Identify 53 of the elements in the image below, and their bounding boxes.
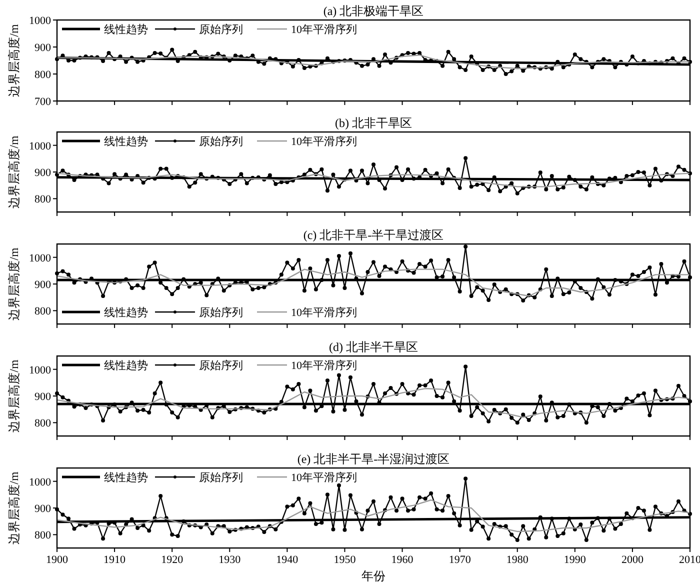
- x-axis-title: 年份: [362, 569, 386, 582]
- x-tick-label: 1900: [46, 554, 68, 566]
- legend-label: 线性趋势: [104, 135, 148, 148]
- legend-label: 原始序列: [199, 471, 243, 484]
- legend-label: 10年平滑序列: [291, 359, 357, 372]
- x-tick-label: 1940: [276, 554, 299, 566]
- x-tick-label: 2000: [621, 554, 644, 566]
- y-tick-label: 1000: [29, 252, 52, 264]
- chart-title: (d) 北非半干旱区: [329, 340, 418, 354]
- x-tick-label: 1930: [218, 554, 242, 566]
- legend-label: 10年平滑序列: [291, 135, 357, 148]
- legend-label: 线性趋势: [104, 306, 148, 319]
- x-tick-label: 1920: [161, 554, 184, 566]
- y-tick-label: 1000: [29, 476, 52, 488]
- x-tick-label: 1960: [391, 554, 414, 566]
- y-tick-label: 1000: [29, 15, 52, 27]
- x-tick-label: 1910: [104, 554, 126, 566]
- legend-label: 原始序列: [199, 306, 243, 319]
- legend-label: 原始序列: [199, 23, 243, 36]
- y-tick-label: 900: [34, 167, 52, 179]
- y-tick-label: 900: [34, 503, 52, 515]
- chart-title: (b) 北非干旱区: [335, 116, 412, 130]
- y-tick-label: 800: [34, 418, 52, 430]
- y-tick-label: 800: [34, 306, 52, 318]
- y-axis-title: 边界层高度/m: [7, 359, 21, 432]
- y-axis-title: 边界层高度/m: [7, 247, 21, 320]
- legend-label: 原始序列: [199, 135, 243, 148]
- y-axis-title: 边界层高度/m: [7, 135, 21, 208]
- y-axis-title: 边界层高度/m: [7, 24, 21, 97]
- chart-title: (c) 北非干旱-半干旱过渡区: [303, 228, 444, 242]
- y-tick-label: 900: [34, 391, 52, 403]
- y-tick-label: 1000: [29, 140, 52, 152]
- y-tick-label: 800: [34, 194, 52, 206]
- legend-label: 线性趋势: [104, 471, 148, 484]
- y-tick-label: 800: [34, 530, 52, 542]
- legend-label: 线性趋势: [104, 359, 148, 372]
- x-tick-label: 1950: [334, 554, 356, 566]
- legend-label: 原始序列: [199, 359, 243, 372]
- chart-title: (e) 北非半干旱-半湿润过渡区: [297, 452, 450, 466]
- x-tick-label: 1980: [506, 554, 529, 566]
- y-tick-label: 1000: [29, 364, 52, 376]
- y-tick-label: 900: [34, 279, 52, 291]
- legend-label: 线性趋势: [104, 23, 148, 36]
- legend-label: 10年平滑序列: [291, 306, 357, 319]
- y-tick-label: 700: [34, 96, 52, 108]
- chart-title: (a) 北非极端干旱区: [323, 4, 424, 18]
- x-tick-label: 1970: [448, 554, 472, 566]
- legend-label: 10年平滑序列: [291, 23, 357, 36]
- x-tick-label: 1990: [564, 554, 586, 566]
- y-axis-title: 边界层高度/m: [7, 471, 21, 544]
- y-tick-label: 800: [34, 69, 52, 81]
- legend-label: 10年平滑序列: [291, 471, 357, 484]
- y-tick-label: 900: [34, 42, 52, 54]
